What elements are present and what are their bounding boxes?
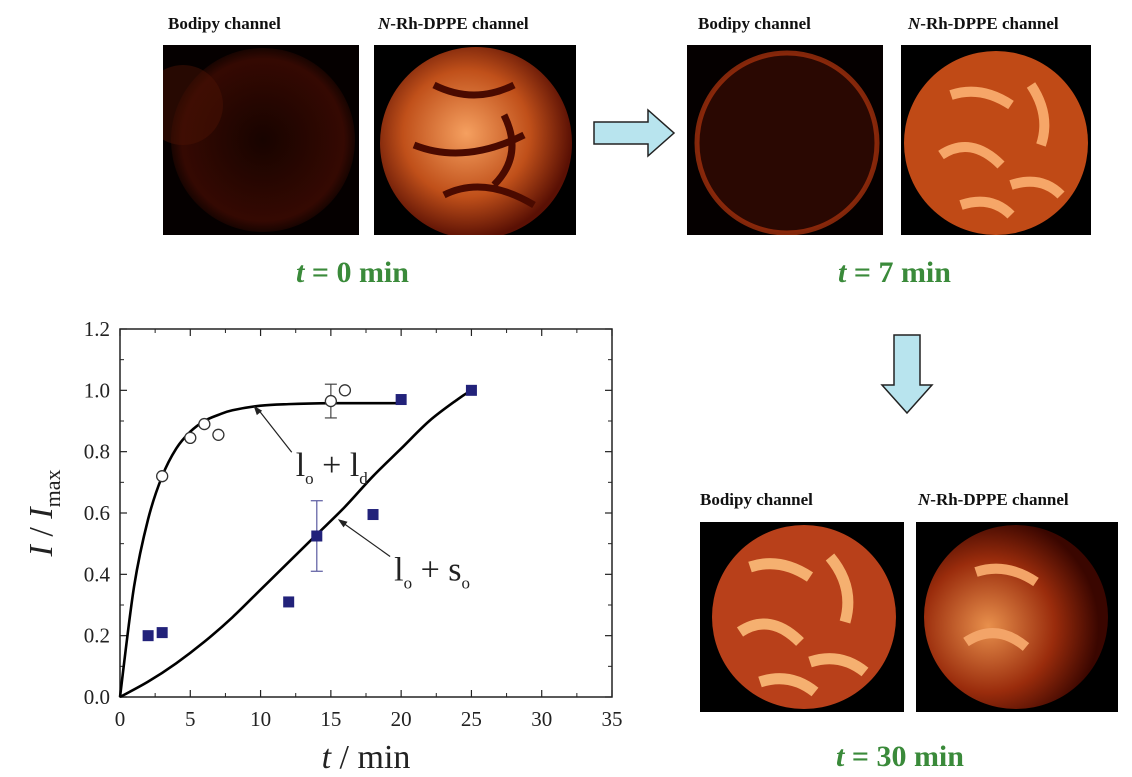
data-point-series-1	[367, 509, 379, 521]
plot-frame	[119, 328, 613, 698]
x-tick-label: 30	[531, 707, 552, 731]
x-tick-label: 25	[461, 707, 482, 731]
data-point-series-1	[395, 394, 407, 406]
y-tick-label: 1.2	[84, 317, 110, 341]
panel1-time-label: t = 0 min	[296, 256, 409, 289]
kinetics-chart: 0 5 10 15 20 25 30 35 0.0 0.2 0.4 0.6 0.8 1.0 1.2 t / m…	[23, 317, 623, 776]
annotation-label-0: lo + ld	[296, 447, 369, 488]
data-point-series-1	[311, 530, 323, 542]
data-point-series-0	[338, 384, 352, 397]
y-tick-label: 0.2	[84, 624, 110, 648]
x-axis-title: t / min	[322, 739, 411, 776]
panel2-time-label: t = 7 min	[838, 256, 951, 289]
panel1-rh-image	[374, 45, 576, 235]
y-tick-label: 0.4	[84, 562, 111, 586]
annotation-label-1: lo + so	[394, 551, 470, 592]
down-arrow-icon	[880, 334, 934, 415]
panel1-rh-title: N-Rh-DPPE channel	[378, 14, 529, 33]
data-point-series-0	[156, 470, 169, 483]
x-tick-label: 0	[115, 707, 126, 731]
y-tick-label: 1.0	[84, 378, 110, 402]
panel3-rh-image	[916, 522, 1118, 712]
x-tick-label: 15	[320, 707, 341, 731]
data-point-series-0	[184, 431, 197, 445]
data-point-series-1	[283, 596, 295, 608]
y-tick-label: 0.0	[84, 685, 110, 709]
panel1-bodipy-image	[163, 45, 359, 235]
annotation-arrow-0	[257, 408, 293, 453]
x-tick-label: 35	[602, 707, 623, 731]
data-point-series-0	[324, 394, 338, 408]
panel1-bodipy-title: Bodipy channel	[168, 14, 281, 33]
panel3-rh-title: N-Rh-DPPE channel	[918, 490, 1069, 509]
x-tick-label: 20	[391, 707, 412, 731]
annotation-arrowhead-1	[337, 519, 348, 528]
data-point-series-0	[212, 428, 225, 441]
panel3-time-label: t = 30 min	[836, 740, 964, 773]
panel3-bodipy-title: Bodipy channel	[700, 490, 813, 509]
data-point-series-1	[156, 627, 168, 639]
panel2-bodipy-title: Bodipy channel	[698, 14, 811, 33]
fit-curve-series-1	[119, 389, 473, 699]
panel2-rh-image	[901, 45, 1091, 235]
y-axis-title: I / Imax	[23, 470, 65, 558]
x-tick-label: 10	[250, 707, 271, 731]
data-point-series-1	[142, 630, 154, 642]
y-tick-label: 0.8	[84, 440, 110, 464]
panel3-bodipy-image	[700, 522, 904, 712]
panel2-bodipy-image	[687, 45, 883, 235]
data-point-series-0	[198, 417, 211, 431]
x-tick-label: 5	[185, 707, 196, 731]
data-point-series-1	[465, 384, 477, 396]
panel2-rh-title: N-Rh-DPPE channel	[908, 14, 1059, 33]
y-tick-label: 0.6	[84, 501, 110, 525]
right-arrow-icon	[593, 108, 676, 158]
annotation-arrowhead-0	[253, 405, 263, 416]
annotation-arrow-1	[341, 521, 391, 557]
